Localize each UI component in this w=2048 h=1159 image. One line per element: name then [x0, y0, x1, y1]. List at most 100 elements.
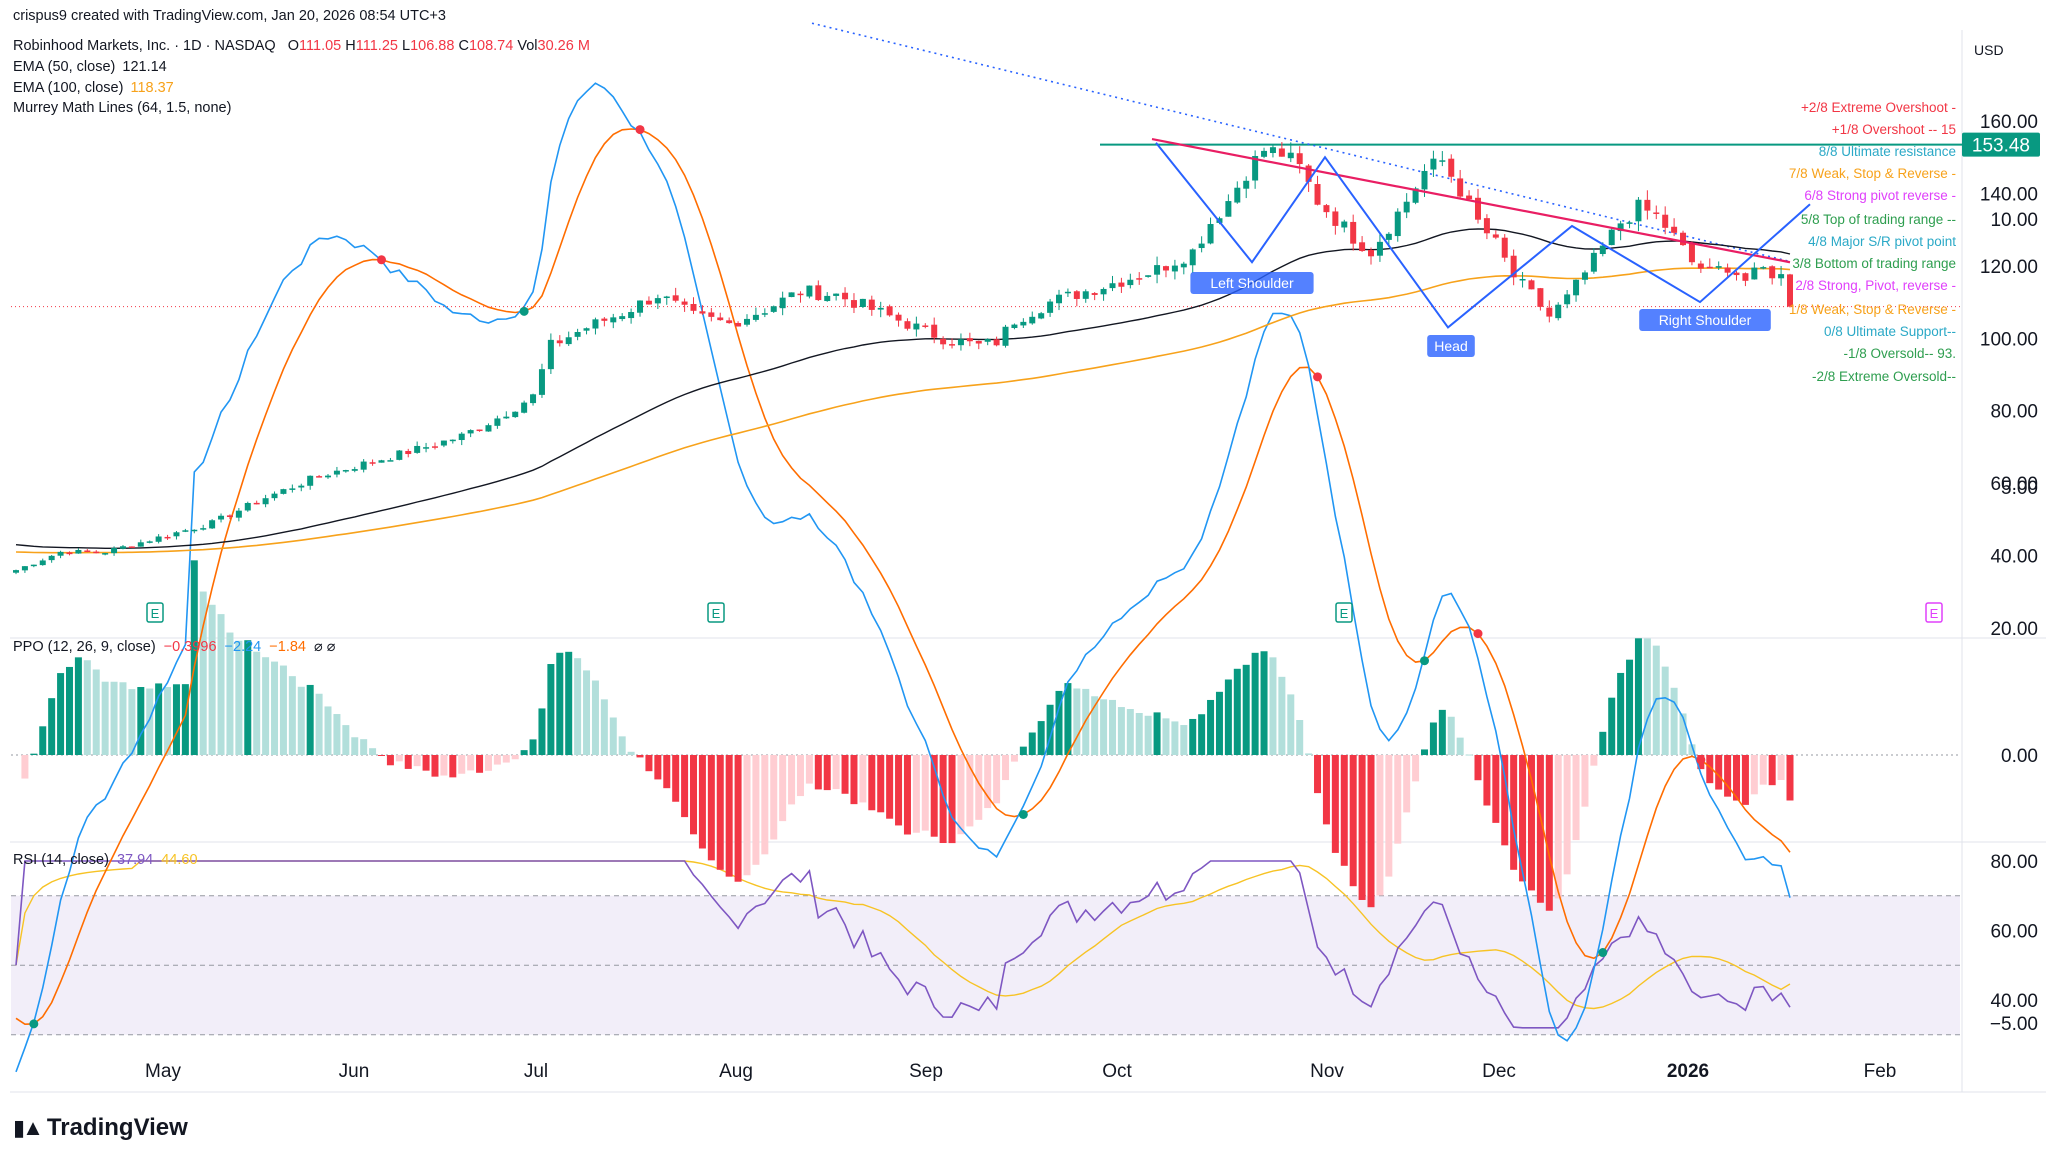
- ppo-histogram-bar: [1376, 755, 1384, 896]
- rsi-legend[interactable]: RSI (14, close) 37.94 44.60: [13, 852, 198, 868]
- ppo-histogram-bar: [1314, 755, 1322, 794]
- ppo-histogram-bar: [823, 755, 831, 791]
- ppo-signal-line: [15, 128, 1791, 1026]
- candle-body: [271, 493, 278, 499]
- candle-body: [235, 510, 242, 518]
- candle-body: [761, 313, 768, 315]
- candle-body: [1189, 249, 1196, 266]
- ppo-hist-value: −0.3996: [163, 639, 217, 655]
- candle-body: [48, 555, 55, 561]
- ppo-cross-dot: [1598, 948, 1608, 958]
- candle-body: [583, 328, 590, 331]
- candle-body: [1421, 170, 1428, 190]
- x-axis-tick-label: Sep: [909, 1061, 943, 1082]
- candle-body: [1697, 263, 1704, 269]
- left-shoulder-label-bg: [1190, 272, 1314, 294]
- candle-body: [1359, 242, 1366, 252]
- murrey-legend[interactable]: Murrey Math Lines (64, 1.5, none): [13, 100, 231, 116]
- candle-body: [431, 446, 438, 448]
- ppo-cross-dot: [376, 255, 386, 265]
- candle-body: [1118, 282, 1125, 287]
- ppo-histogram-bar: [386, 755, 394, 766]
- ema100-value: 118.37: [130, 80, 174, 96]
- candle-body: [1492, 234, 1499, 238]
- ppo-histogram-bar: [734, 755, 742, 882]
- candle-body: [735, 323, 742, 327]
- head-shoulders-pattern: [1155, 142, 1811, 329]
- currency-label[interactable]: USD: [1974, 42, 2004, 58]
- ppo-histogram-bar: [1189, 718, 1197, 755]
- candle-body: [1350, 221, 1357, 244]
- ppo-histogram-bar: [796, 755, 804, 797]
- candle-body: [770, 306, 777, 312]
- price-axis-tick-label: 60.00: [1990, 474, 2038, 495]
- ppo-histogram-bar: [1750, 755, 1758, 795]
- ppo-histogram-bar: [1733, 755, 1741, 801]
- ppo-histogram-bar: [164, 687, 172, 755]
- ppo-histogram-bar: [1536, 755, 1544, 903]
- ppo-histogram-bar: [868, 755, 876, 811]
- ppo-legend[interactable]: PPO (12, 26, 9, close) −0.3996 −2.24 −1.…: [13, 639, 336, 655]
- murrey-level-label: 7/8 Weak, Stop & Reverse -: [1789, 166, 1956, 181]
- candle-body: [13, 570, 19, 573]
- rsi-axis-tick-label: 80.00: [1990, 852, 2038, 873]
- ppo-histogram-bar: [235, 640, 243, 755]
- murrey-level-label: -1/8 Oversold-- 93.: [1843, 346, 1956, 361]
- earnings-icon: [707, 602, 725, 623]
- candle-body: [1011, 324, 1018, 329]
- candle-body: [1376, 241, 1383, 256]
- ppo-histogram-bar: [208, 604, 216, 755]
- ppo-histogram-bar: [1519, 755, 1527, 882]
- ppo-histogram-bar: [1634, 638, 1642, 755]
- ppo-histogram-bar: [484, 755, 492, 771]
- candle-body: [1029, 316, 1036, 324]
- candle-body: [788, 292, 795, 298]
- ppo-histogram-bar: [137, 687, 145, 755]
- candle-body: [1439, 160, 1446, 162]
- price-axis-tick-label: 140.00: [1980, 184, 2038, 205]
- candle-body: [654, 298, 661, 304]
- ppo-histogram-bar: [574, 658, 582, 755]
- candle-body: [1171, 265, 1178, 272]
- candle-body: [1154, 265, 1161, 275]
- tradingview-logo[interactable]: ▮▲ TradingView: [13, 1114, 188, 1142]
- candle-body: [1519, 278, 1526, 281]
- candle-body: [307, 475, 314, 486]
- candle-body: [574, 332, 581, 337]
- ppo-histogram-bar: [342, 725, 350, 755]
- ppo-histogram-bar: [271, 661, 279, 755]
- murrey-level-label: 3/8 Bottom of trading range: [1792, 256, 1956, 271]
- candle-body: [681, 301, 688, 305]
- ppo-histogram-bar: [627, 751, 635, 755]
- ema100-legend[interactable]: EMA (100, close) 118.37: [13, 80, 174, 96]
- candle-body: [1403, 201, 1410, 213]
- ppo-histogram-bar: [1278, 676, 1286, 755]
- candle-body: [128, 546, 135, 548]
- candle-body: [414, 445, 421, 453]
- candle-body: [280, 489, 287, 494]
- ppo-histogram-bar: [119, 682, 127, 755]
- candle-body: [66, 552, 73, 555]
- candle-body: [1457, 178, 1464, 197]
- candle-body: [423, 447, 430, 449]
- candle-body: [1073, 291, 1080, 299]
- ppo-histogram-bar: [1554, 755, 1562, 899]
- candle-body: [940, 338, 947, 345]
- ppo-histogram-bar: [877, 755, 885, 813]
- ppo-histogram-bar: [788, 755, 796, 805]
- ppo-histogram-bar: [1590, 755, 1598, 766]
- ppo-histogram-bar: [1715, 755, 1723, 790]
- candle-body: [494, 418, 501, 426]
- candle-body: [619, 316, 626, 320]
- candle-body: [797, 293, 804, 296]
- dotted-trendline: [811, 22, 1791, 263]
- candle-body: [708, 312, 715, 317]
- price-badge: 153.48: [1972, 136, 2030, 157]
- ppo-histogram-bar: [1224, 679, 1232, 755]
- ema50-legend[interactable]: EMA (50, close) 121.14: [13, 59, 167, 75]
- volume-label: Vol: [517, 38, 538, 54]
- candle-body: [1564, 294, 1571, 305]
- candle-body: [405, 450, 412, 455]
- ppo-histogram-bar: [1117, 707, 1125, 755]
- x-axis-tick-label: Nov: [1310, 1061, 1344, 1082]
